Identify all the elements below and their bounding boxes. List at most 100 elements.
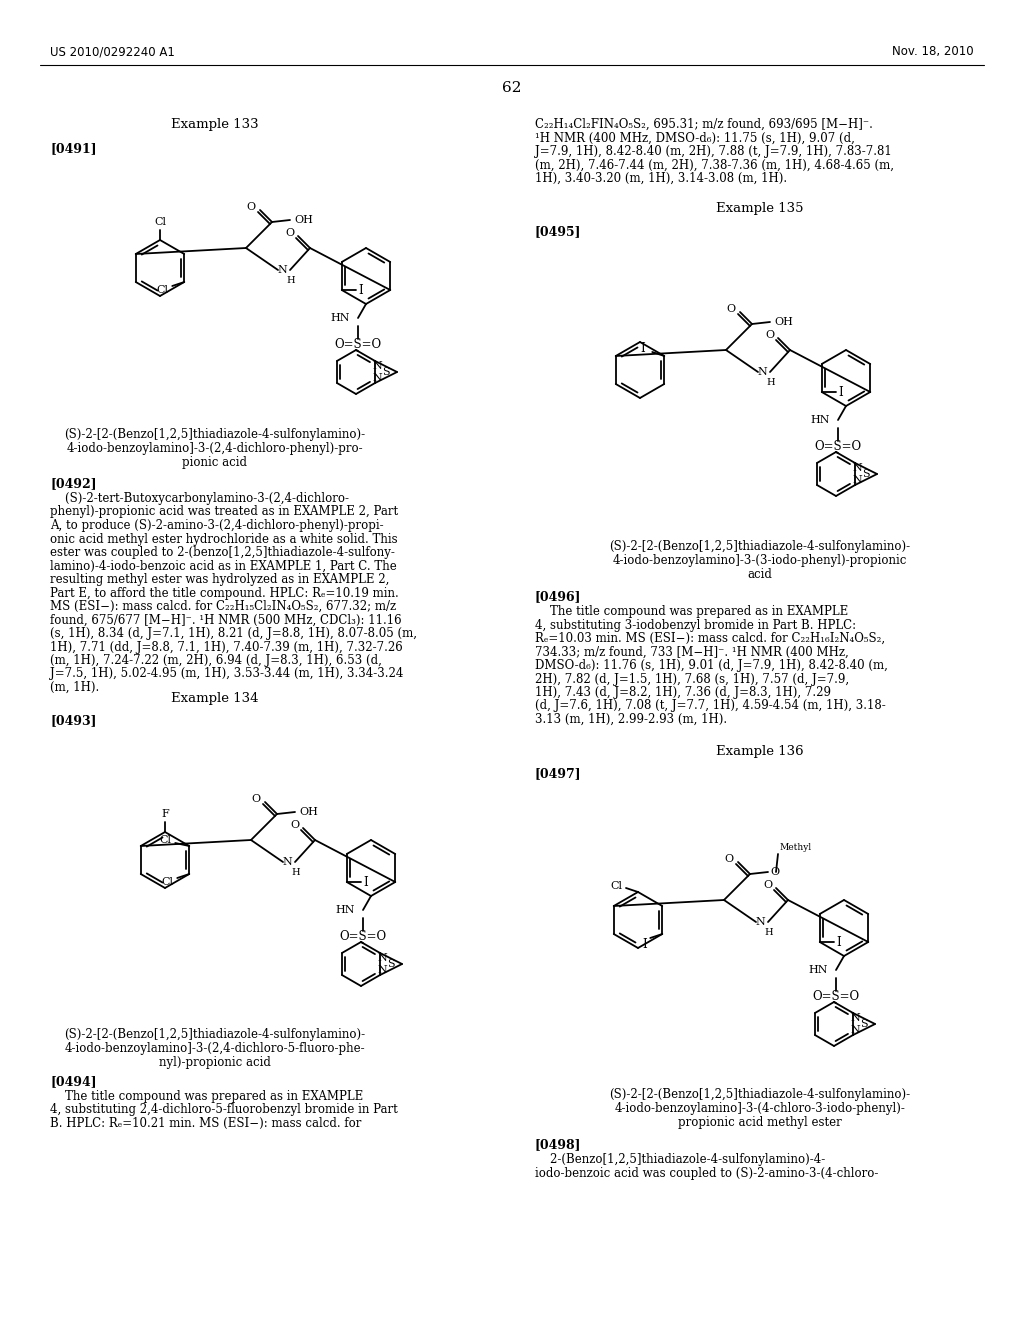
- Text: O: O: [765, 330, 774, 341]
- Text: O: O: [247, 202, 256, 213]
- Text: 4, substituting 3-iodobenzyl bromide in Part B. HPLC:: 4, substituting 3-iodobenzyl bromide in …: [535, 619, 856, 631]
- Text: found, 675/677 [M−H]⁻. ¹H NMR (500 MHz, CDCl₃): 11.16: found, 675/677 [M−H]⁻. ¹H NMR (500 MHz, …: [50, 614, 401, 627]
- Text: Example 134: Example 134: [171, 692, 259, 705]
- Text: The title compound was prepared as in EXAMPLE: The title compound was prepared as in EX…: [535, 605, 848, 618]
- Text: J=7.9, 1H), 8.42-8.40 (m, 2H), 7.88 (t, J=7.9, 1H), 7.83-7.81: J=7.9, 1H), 8.42-8.40 (m, 2H), 7.88 (t, …: [535, 145, 892, 158]
- Text: A, to produce (S)-2-amino-3-(2,4-dichloro-phenyl)-propi-: A, to produce (S)-2-amino-3-(2,4-dichlor…: [50, 519, 384, 532]
- Text: Nov. 18, 2010: Nov. 18, 2010: [892, 45, 974, 58]
- Text: HN: HN: [336, 906, 355, 915]
- Text: (S)-2-[2-(Benzo[1,2,5]thiadiazole-4-sulfonylamino)-: (S)-2-[2-(Benzo[1,2,5]thiadiazole-4-sulf…: [609, 540, 910, 553]
- Text: Cl: Cl: [610, 880, 622, 891]
- Text: (s, 1H), 8.34 (d, J=7.1, 1H), 8.21 (d, J=8.8, 1H), 8.07-8.05 (m,: (s, 1H), 8.34 (d, J=7.1, 1H), 8.21 (d, J…: [50, 627, 417, 640]
- Text: N: N: [757, 367, 767, 378]
- Text: MS (ESI−): mass calcd. for C₂₂H₁₅Cl₂IN₄O₅S₂, 677.32; m/z: MS (ESI−): mass calcd. for C₂₂H₁₅Cl₂IN₄O…: [50, 601, 396, 612]
- Text: O: O: [291, 820, 300, 830]
- Text: O=S=O: O=S=O: [335, 338, 382, 351]
- Text: (m, 2H), 7.46-7.44 (m, 2H), 7.38-7.36 (m, 1H), 4.68-4.65 (m,: (m, 2H), 7.46-7.44 (m, 2H), 7.38-7.36 (m…: [535, 158, 894, 172]
- Text: onic acid methyl ester hydrochloride as a white solid. This: onic acid methyl ester hydrochloride as …: [50, 532, 397, 545]
- Text: Cl: Cl: [157, 285, 168, 294]
- Text: DMSO-d₆): 11.76 (s, 1H), 9.01 (d, J=7.9, 1H), 8.42-8.40 (m,: DMSO-d₆): 11.76 (s, 1H), 9.01 (d, J=7.9,…: [535, 659, 888, 672]
- Text: [0498]: [0498]: [535, 1138, 582, 1151]
- Text: O: O: [724, 854, 733, 865]
- Text: resulting methyl ester was hydrolyzed as in EXAMPLE 2,: resulting methyl ester was hydrolyzed as…: [50, 573, 389, 586]
- Text: Example 136: Example 136: [716, 744, 804, 758]
- Text: The title compound was prepared as in EXAMPLE: The title compound was prepared as in EX…: [50, 1090, 364, 1104]
- Text: OH: OH: [294, 215, 313, 224]
- Text: ¹H NMR (400 MHz, DMSO-d₆): 11.75 (s, 1H), 9.07 (d,: ¹H NMR (400 MHz, DMSO-d₆): 11.75 (s, 1H)…: [535, 132, 855, 144]
- Text: 4-iodo-benzoylamino]-3-(4-chloro-3-iodo-phenyl)-: 4-iodo-benzoylamino]-3-(4-chloro-3-iodo-…: [614, 1102, 905, 1115]
- Text: 3.13 (m, 1H), 2.99-2.93 (m, 1H).: 3.13 (m, 1H), 2.99-2.93 (m, 1H).: [535, 713, 727, 726]
- Text: N: N: [278, 265, 287, 275]
- Text: I: I: [364, 875, 369, 888]
- Text: 4-iodo-benzoylamino]-3-(2,4-dichloro-5-fluoro-phe-: 4-iodo-benzoylamino]-3-(2,4-dichloro-5-f…: [65, 1041, 366, 1055]
- Text: 4, substituting 2,4-dichloro-5-fluorobenzyl bromide in Part: 4, substituting 2,4-dichloro-5-fluoroben…: [50, 1104, 397, 1117]
- Text: O: O: [252, 795, 260, 804]
- Text: N: N: [755, 917, 765, 927]
- Text: ester was coupled to 2-(benzo[1,2,5]thiadiazole-4-sulfony-: ester was coupled to 2-(benzo[1,2,5]thia…: [50, 546, 395, 558]
- Text: 734.33; m/z found, 733 [M−H]⁻. ¹H NMR (400 MHz,: 734.33; m/z found, 733 [M−H]⁻. ¹H NMR (4…: [535, 645, 849, 659]
- Text: I: I: [358, 284, 364, 297]
- Text: N: N: [850, 1012, 860, 1023]
- Text: [0495]: [0495]: [535, 224, 582, 238]
- Text: I: I: [642, 937, 646, 950]
- Text: US 2010/0292240 A1: US 2010/0292240 A1: [50, 45, 175, 58]
- Text: [0491]: [0491]: [50, 143, 96, 154]
- Text: N: N: [372, 360, 382, 371]
- Text: OH: OH: [774, 317, 793, 327]
- Text: [0492]: [0492]: [50, 477, 96, 490]
- Text: iodo-benzoic acid was coupled to (S)-2-amino-3-(4-chloro-: iodo-benzoic acid was coupled to (S)-2-a…: [535, 1167, 879, 1180]
- Text: 62: 62: [502, 81, 522, 95]
- Text: S: S: [860, 1019, 868, 1030]
- Text: O: O: [770, 867, 779, 876]
- Text: (S)-2-tert-Butoxycarbonylamino-3-(2,4-dichloro-: (S)-2-tert-Butoxycarbonylamino-3-(2,4-di…: [50, 492, 349, 506]
- Text: Methyl: Methyl: [780, 843, 812, 853]
- Text: Example 133: Example 133: [171, 117, 259, 131]
- Text: S: S: [387, 960, 395, 969]
- Text: F: F: [161, 809, 169, 818]
- Text: [0497]: [0497]: [535, 767, 582, 780]
- Text: H: H: [287, 276, 295, 285]
- Text: 4-iodo-benzoylamino]-3-(3-iodo-phenyl)-propionic: 4-iodo-benzoylamino]-3-(3-iodo-phenyl)-p…: [612, 554, 907, 568]
- Text: Cl: Cl: [160, 836, 171, 845]
- Text: Part E, to afford the title compound. HPLC: Rₑ=10.19 min.: Part E, to afford the title compound. HP…: [50, 586, 398, 599]
- Text: H: H: [765, 928, 773, 937]
- Text: S: S: [382, 367, 390, 378]
- Text: (m, 1H).: (m, 1H).: [50, 681, 99, 694]
- Text: HN: HN: [331, 313, 350, 323]
- Text: 4-iodo-benzoylamino]-3-(2,4-dichloro-phenyl)-pro-: 4-iodo-benzoylamino]-3-(2,4-dichloro-phe…: [67, 442, 364, 455]
- Text: phenyl)-propionic acid was treated as in EXAMPLE 2, Part: phenyl)-propionic acid was treated as in…: [50, 506, 398, 519]
- Text: I: I: [839, 385, 844, 399]
- Text: OH: OH: [299, 807, 317, 817]
- Text: (S)-2-[2-(Benzo[1,2,5]thiadiazole-4-sulfonylamino)-: (S)-2-[2-(Benzo[1,2,5]thiadiazole-4-sulf…: [65, 428, 366, 441]
- Text: N: N: [852, 463, 862, 473]
- Text: S: S: [862, 469, 869, 479]
- Text: N: N: [850, 1026, 860, 1035]
- Text: 2H), 7.82 (d, J=1.5, 1H), 7.68 (s, 1H), 7.57 (d, J=7.9,: 2H), 7.82 (d, J=1.5, 1H), 7.68 (s, 1H), …: [535, 672, 849, 685]
- Text: nyl)-propionic acid: nyl)-propionic acid: [159, 1056, 271, 1069]
- Text: HN: HN: [811, 414, 830, 425]
- Text: N: N: [372, 374, 382, 383]
- Text: [0496]: [0496]: [535, 590, 582, 603]
- Text: N: N: [283, 857, 292, 867]
- Text: 1H), 3.40-3.20 (m, 1H), 3.14-3.08 (m, 1H).: 1H), 3.40-3.20 (m, 1H), 3.14-3.08 (m, 1H…: [535, 172, 787, 185]
- Text: O=S=O: O=S=O: [339, 929, 387, 942]
- Text: O: O: [286, 228, 295, 238]
- Text: N: N: [852, 475, 862, 484]
- Text: propionic acid methyl ester: propionic acid methyl ester: [678, 1115, 842, 1129]
- Text: N: N: [377, 953, 387, 964]
- Text: Cl: Cl: [161, 876, 173, 887]
- Text: pionic acid: pionic acid: [182, 455, 248, 469]
- Text: O: O: [726, 304, 735, 314]
- Text: (d, J=7.6, 1H), 7.08 (t, J=7.7, 1H), 4.59-4.54 (m, 1H), 3.18-: (d, J=7.6, 1H), 7.08 (t, J=7.7, 1H), 4.5…: [535, 700, 886, 713]
- Text: 1H), 7.71 (dd, J=8.8, 7.1, 1H), 7.40-7.39 (m, 1H), 7.32-7.26: 1H), 7.71 (dd, J=8.8, 7.1, 1H), 7.40-7.3…: [50, 640, 402, 653]
- Text: H: H: [292, 869, 300, 876]
- Text: acid: acid: [748, 568, 772, 581]
- Text: [0494]: [0494]: [50, 1074, 96, 1088]
- Text: lamino)-4-iodo-benzoic acid as in EXAMPLE 1, Part C. The: lamino)-4-iodo-benzoic acid as in EXAMPL…: [50, 560, 396, 573]
- Text: (S)-2-[2-(Benzo[1,2,5]thiadiazole-4-sulfonylamino)-: (S)-2-[2-(Benzo[1,2,5]thiadiazole-4-sulf…: [65, 1028, 366, 1041]
- Text: N: N: [377, 965, 387, 975]
- Text: O=S=O: O=S=O: [814, 440, 861, 453]
- Text: Example 135: Example 135: [716, 202, 804, 215]
- Text: C₂₂H₁₄Cl₂FIN₄O₅S₂, 695.31; m/z found, 693/695 [M−H]⁻.: C₂₂H₁₄Cl₂FIN₄O₅S₂, 695.31; m/z found, 69…: [535, 117, 872, 131]
- Text: I: I: [837, 936, 842, 949]
